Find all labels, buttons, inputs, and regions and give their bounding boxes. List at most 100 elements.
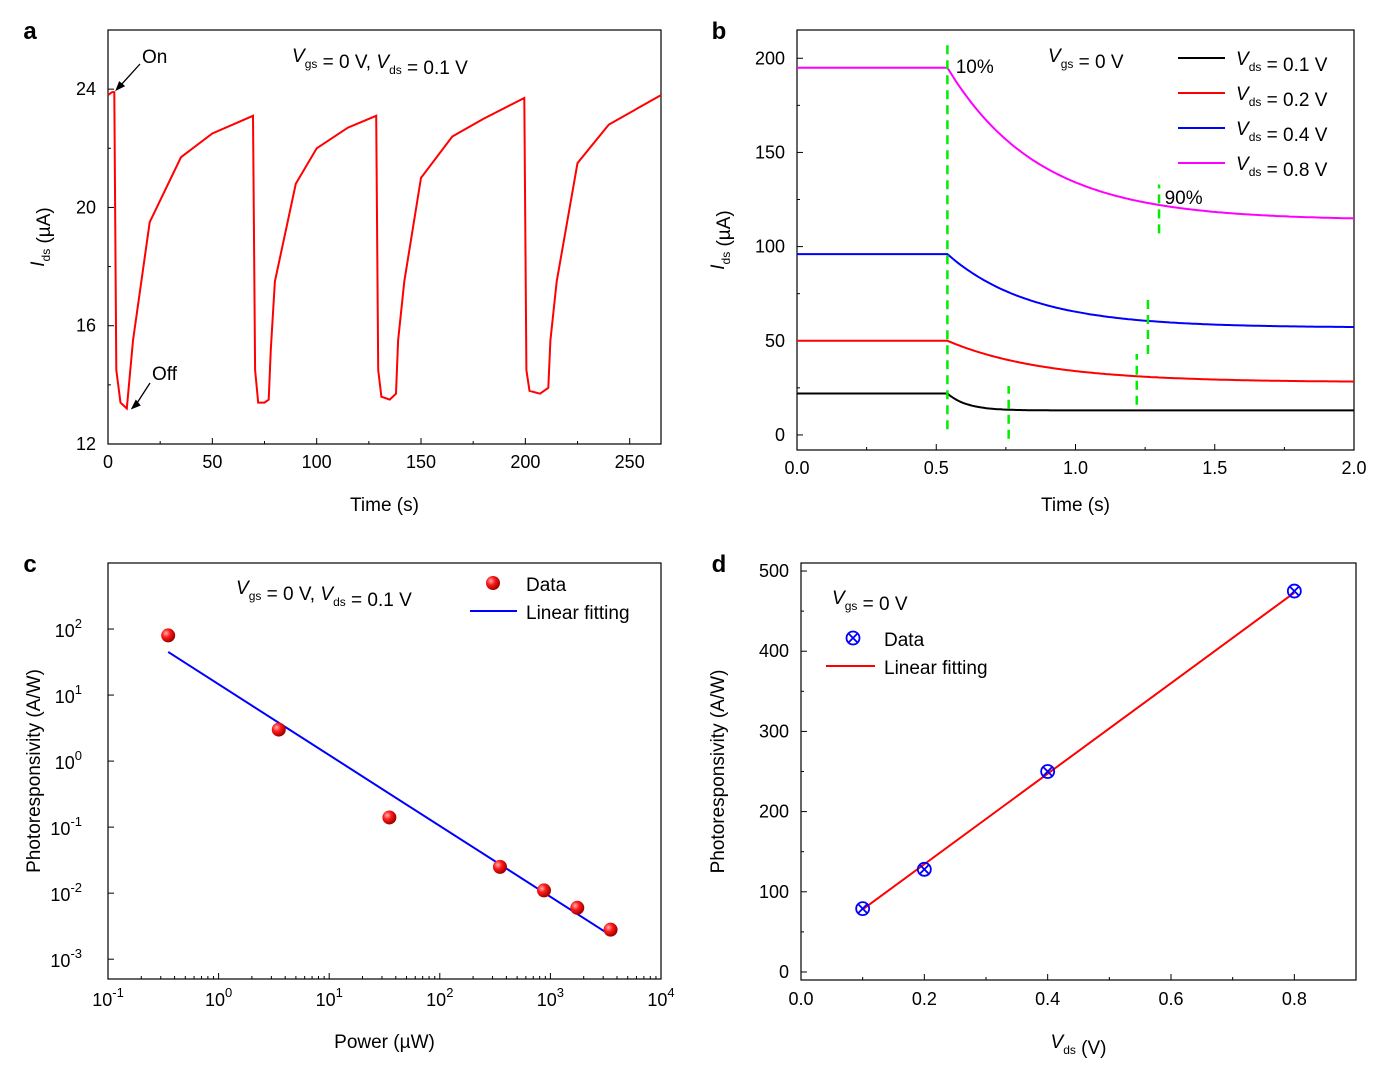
x-tick-label: 104: [647, 985, 674, 1010]
x-tick-label: 0.2: [912, 989, 937, 1009]
x-tick-label: 50: [202, 452, 222, 472]
condition-label: Vgs = 0 V: [1048, 46, 1124, 73]
series-line: [107, 91, 662, 411]
data-point: [1286, 583, 1302, 599]
y-tick-label: 200: [755, 48, 785, 68]
condition-label: Vgs = 0 V, Vds = 0.1 V: [292, 46, 468, 79]
x-tick-label: 100: [205, 985, 232, 1010]
y-axis-label: Ids (µA): [28, 207, 55, 267]
x-axis-label: Power (µW): [334, 1032, 435, 1053]
x-tick-label: 0: [103, 452, 113, 472]
legend-label: Vds = 0.4 V: [1236, 119, 1328, 146]
x-tick-label: 2.0: [1341, 458, 1366, 478]
panel-c: c 10-1 100 101 102 103 104 10-3 10-2 10-1 100 101 10…: [23, 551, 674, 1053]
series-line: [797, 339, 1355, 383]
y-axis-label: Photoresponsivity (A/W): [24, 669, 45, 873]
x-axis-label: Time (s): [350, 495, 419, 516]
arrow-head: [130, 399, 141, 410]
fit-line: [862, 591, 1295, 911]
x-tick-label: 10-1: [92, 985, 124, 1010]
y-tick-label: 50: [765, 331, 785, 351]
y-tick-label: 101: [55, 682, 82, 707]
fit-line: [167, 651, 612, 937]
y-tick-label: 100: [55, 748, 82, 773]
x-tick-label: 0.0: [788, 989, 813, 1009]
panel-d: d 0.0 0.2 0.4 0.6 0.8 0 100 200 300 400 500 Vds (V) P…: [708, 551, 1357, 1059]
y-tick-label: 12: [76, 434, 96, 454]
panel-a: a 0 50 100 150 200 250 12 16 20 24 Time (s) Ids (µA)…: [23, 18, 662, 516]
legend-label-fit: Linear fitting: [526, 603, 630, 624]
x-tick-label: 0.8: [1282, 989, 1307, 1009]
condition-label: Vgs = 0 V: [832, 588, 908, 615]
y-tick-label: 400: [759, 641, 789, 661]
y-tick-label: 10-1: [50, 814, 82, 839]
arrow-head: [115, 81, 126, 92]
annotation-10-percent: 10%: [956, 57, 994, 78]
legend-label: Vds = 0.1 V: [1236, 49, 1328, 76]
x-tick-label: 0.6: [1158, 989, 1183, 1009]
data-point: [570, 900, 585, 915]
series-line: [797, 392, 1354, 412]
annotation-off: Off: [152, 364, 178, 385]
panel-label-b: b: [712, 18, 727, 45]
y-axis-label: Ids (µA): [708, 210, 735, 270]
y-tick-label: 200: [759, 802, 789, 822]
y-tick-label: 150: [755, 142, 785, 162]
y-tick-label: 10-2: [50, 880, 82, 905]
legend-swatch: [486, 576, 500, 590]
data-point: [603, 922, 618, 937]
condition-label: Vgs = 0 V, Vds = 0.1 V: [236, 578, 412, 611]
y-tick-label: 102: [55, 616, 82, 641]
data-point: [1040, 764, 1056, 779]
y-tick-label: 100: [755, 237, 785, 257]
legend-swatch: [845, 630, 861, 646]
plot-frame: [107, 29, 662, 445]
data-point: [271, 722, 286, 737]
y-tick-label: 300: [759, 721, 789, 741]
x-tick-label: 0.0: [784, 458, 809, 478]
legend-label-fit: Linear fitting: [884, 658, 988, 679]
x-tick-label: 100: [302, 452, 332, 472]
y-tick-label: 16: [76, 316, 96, 336]
y-tick-label: 0: [779, 962, 789, 982]
y-tick-label: 0: [775, 425, 785, 445]
legend-label: Vds = 0.2 V: [1236, 84, 1328, 111]
panel-label-a: a: [23, 18, 37, 45]
annotation-90-percent: 90%: [1165, 188, 1203, 209]
y-tick-label: 20: [76, 197, 96, 217]
x-axis-label: Vds (V): [1051, 1032, 1107, 1059]
x-tick-label: 0.4: [1035, 989, 1060, 1009]
x-tick-label: 1.0: [1063, 458, 1088, 478]
data-point: [382, 810, 397, 825]
data-point: [916, 861, 932, 877]
x-axis-label: Time (s): [1041, 495, 1110, 516]
y-axis-label: Photoresponsivity (A/W): [708, 670, 729, 874]
x-tick-label: 200: [510, 452, 540, 472]
y-tick-label: 500: [759, 561, 789, 581]
series-line: [797, 253, 1354, 328]
panel-label-c: c: [23, 551, 36, 578]
legend-label-data: Data: [526, 575, 567, 596]
y-tick-label: 100: [759, 882, 789, 902]
x-tick-label: 150: [406, 452, 436, 472]
x-tick-label: 103: [537, 985, 564, 1010]
plot-frame: [800, 562, 1357, 981]
data-point: [855, 901, 871, 917]
data-point: [536, 883, 551, 898]
legend-label-data: Data: [884, 630, 925, 651]
data-point: [161, 628, 176, 643]
x-tick-label: 101: [316, 985, 343, 1010]
legend-label: Vds = 0.8 V: [1236, 154, 1328, 181]
panel-label-d: d: [712, 551, 727, 578]
x-tick-label: 0.5: [924, 458, 949, 478]
plot-frame: [107, 562, 662, 980]
panel-b: b 0.0 0.5 1.0 1.5 2.0 0 50 100 150 200 Time (s) Ids …: [708, 18, 1367, 516]
y-tick-label: 10-3: [50, 946, 82, 971]
x-tick-label: 1.5: [1202, 458, 1227, 478]
data-point: [492, 859, 507, 874]
series-line: [797, 66, 1355, 220]
x-tick-label: 250: [615, 452, 645, 472]
y-tick-label: 24: [76, 79, 96, 99]
annotation-on: On: [142, 47, 167, 68]
